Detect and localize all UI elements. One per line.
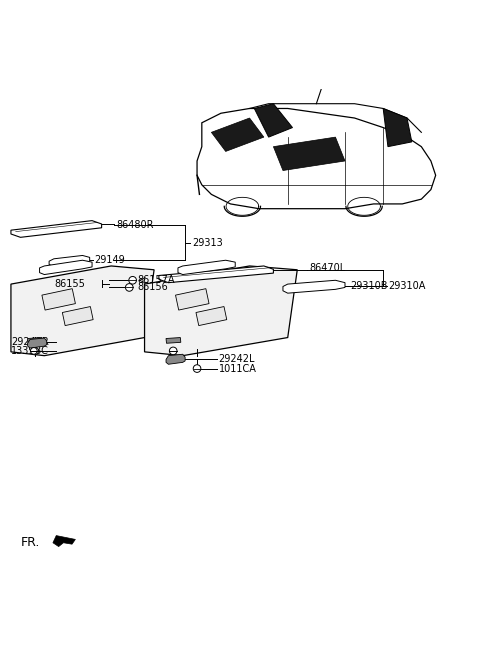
Text: 86480R: 86480R xyxy=(116,220,154,230)
Polygon shape xyxy=(196,306,227,325)
Polygon shape xyxy=(166,354,185,364)
Polygon shape xyxy=(178,260,235,275)
Text: 29310A: 29310A xyxy=(388,281,425,291)
Circle shape xyxy=(129,276,136,284)
Circle shape xyxy=(193,365,201,373)
Polygon shape xyxy=(28,338,42,343)
Circle shape xyxy=(31,347,38,355)
Text: 86470L: 86470L xyxy=(309,263,346,274)
Text: 29242L: 29242L xyxy=(218,354,255,364)
Polygon shape xyxy=(11,266,154,356)
Text: FR.: FR. xyxy=(21,536,40,549)
Text: 29149: 29149 xyxy=(95,255,125,265)
Text: 1339BC: 1339BC xyxy=(11,346,49,356)
Polygon shape xyxy=(11,220,102,237)
Polygon shape xyxy=(39,260,92,275)
Polygon shape xyxy=(176,289,209,310)
Text: 1011CA: 1011CA xyxy=(218,363,256,373)
Text: 29313: 29313 xyxy=(192,237,223,247)
Polygon shape xyxy=(383,108,412,147)
Polygon shape xyxy=(62,306,93,325)
Polygon shape xyxy=(197,108,436,209)
Polygon shape xyxy=(254,104,292,137)
Text: 29242R: 29242R xyxy=(11,337,49,347)
Circle shape xyxy=(169,347,177,355)
Polygon shape xyxy=(159,266,274,283)
Text: 86157A: 86157A xyxy=(137,276,175,285)
Polygon shape xyxy=(144,266,297,356)
Polygon shape xyxy=(53,535,75,546)
Circle shape xyxy=(125,283,133,291)
Polygon shape xyxy=(211,118,264,152)
Polygon shape xyxy=(274,137,345,171)
Polygon shape xyxy=(42,289,75,310)
Text: 86156: 86156 xyxy=(137,283,168,293)
Polygon shape xyxy=(166,338,181,343)
Text: 29310B: 29310B xyxy=(350,281,387,291)
Circle shape xyxy=(31,348,37,354)
Text: 86155: 86155 xyxy=(54,279,85,289)
Polygon shape xyxy=(49,255,90,266)
Polygon shape xyxy=(283,280,345,293)
Polygon shape xyxy=(28,338,47,348)
